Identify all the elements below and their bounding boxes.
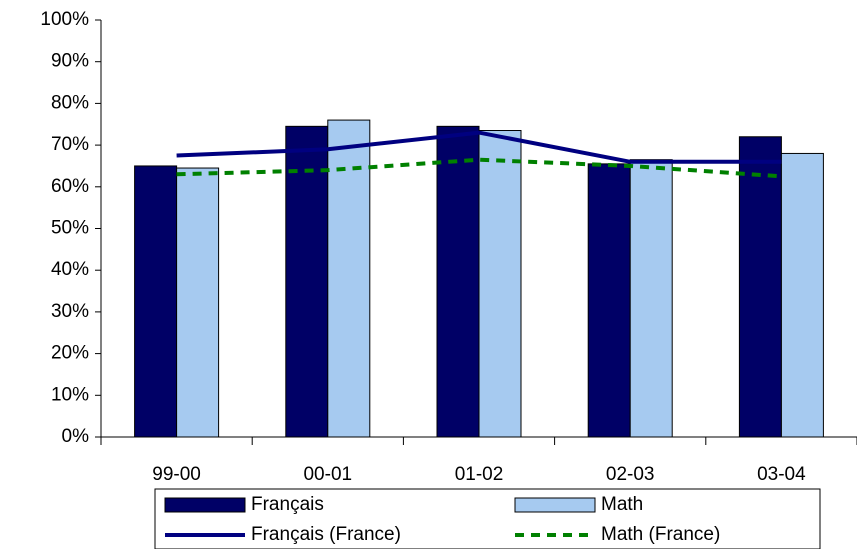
x-tick-label: 00-01 xyxy=(303,464,352,485)
y-tick-label: 100% xyxy=(40,9,89,30)
y-tick-label: 50% xyxy=(51,218,89,239)
bar xyxy=(285,125,329,438)
x-tick-label: 02-03 xyxy=(606,464,655,485)
y-tick-label: 10% xyxy=(51,384,89,405)
bar xyxy=(176,167,220,438)
legend-swatch xyxy=(164,497,246,513)
y-tick-label: 20% xyxy=(51,343,89,364)
x-tick-label: 01-02 xyxy=(455,464,504,485)
bar xyxy=(478,130,522,438)
x-tick-label: 99-00 xyxy=(152,464,201,485)
line-series xyxy=(176,130,782,164)
legend-label: Math xyxy=(601,494,643,515)
y-tick-label: 80% xyxy=(51,92,89,113)
y-tick-label: 0% xyxy=(62,426,90,447)
y-tick-label: 40% xyxy=(51,259,89,280)
legend-label: Français xyxy=(251,494,324,515)
bar xyxy=(780,152,824,438)
legend-label: Math (France) xyxy=(601,524,720,545)
line-series xyxy=(176,157,782,179)
legend-label: Français (France) xyxy=(251,524,401,545)
y-tick-label: 90% xyxy=(51,51,89,72)
y-tick-label: 70% xyxy=(51,134,89,155)
bar xyxy=(436,125,480,438)
bar xyxy=(327,119,371,438)
legend-box xyxy=(154,488,821,550)
bar xyxy=(738,136,782,438)
legend-swatch xyxy=(514,497,596,513)
bar xyxy=(629,159,673,438)
bar xyxy=(587,163,631,438)
y-tick-label: 60% xyxy=(51,176,89,197)
y-tick-label: 30% xyxy=(51,301,89,322)
bar xyxy=(134,165,178,438)
x-tick-label: 03-04 xyxy=(757,464,806,485)
